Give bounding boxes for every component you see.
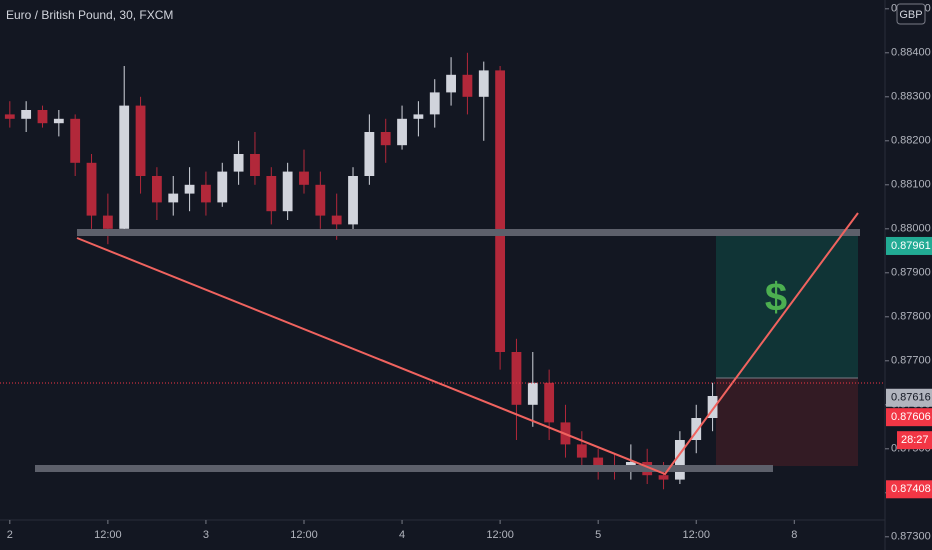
price-badge bbox=[886, 236, 932, 255]
price-label: 0.87616 bbox=[891, 392, 931, 404]
x-tick-label: 5 bbox=[595, 529, 601, 541]
candle-body bbox=[674, 440, 685, 480]
candle-body bbox=[233, 154, 244, 172]
candle-body bbox=[593, 457, 604, 467]
candle-body bbox=[4, 114, 15, 119]
countdown-badge bbox=[897, 431, 932, 450]
y-tick-label: 0.88000 bbox=[891, 223, 931, 235]
drawings bbox=[35, 212, 860, 476]
y-tick-label: 0.88200 bbox=[891, 135, 931, 147]
chart-title: Euro / British Pound, 30, FXCM bbox=[6, 8, 173, 22]
y-tick-label: 0.87300 bbox=[891, 531, 931, 543]
support-zone bbox=[35, 465, 773, 472]
candle-body bbox=[282, 171, 293, 212]
x-tick-label: 12:00 bbox=[486, 529, 514, 541]
position-tool bbox=[716, 234, 858, 466]
candle-body bbox=[527, 382, 538, 405]
candle-body bbox=[348, 176, 358, 225]
candle-body bbox=[53, 118, 64, 124]
candle-body bbox=[364, 132, 375, 176]
candle-body bbox=[576, 444, 587, 458]
x-tick-label: 2 bbox=[7, 529, 13, 541]
y-tick-label: 0.87700 bbox=[891, 355, 931, 367]
candle-body bbox=[168, 193, 179, 203]
candle-body bbox=[511, 352, 522, 405]
price-label: 0.87408 bbox=[891, 483, 931, 495]
y-tick-label: 0.88400 bbox=[891, 47, 931, 59]
candle-body bbox=[707, 396, 718, 418]
x-tick-label: 4 bbox=[399, 529, 405, 541]
candle-body bbox=[658, 475, 669, 480]
price-badge bbox=[886, 480, 932, 499]
candles bbox=[4, 52, 718, 490]
x-tick-label: 12:00 bbox=[682, 529, 710, 541]
x-tick-label: 8 bbox=[791, 529, 797, 541]
candle-body bbox=[86, 162, 97, 216]
x-tick-label: 12:00 bbox=[94, 529, 122, 541]
candle-body bbox=[70, 118, 81, 163]
candle-body bbox=[315, 184, 326, 216]
currency-badge bbox=[896, 3, 926, 25]
candle-body bbox=[478, 70, 489, 97]
candle-body bbox=[446, 74, 456, 93]
candle-body bbox=[495, 70, 506, 353]
price-label: 0.87961 bbox=[891, 240, 931, 252]
candle-body bbox=[429, 92, 440, 115]
x-tick-label: 3 bbox=[203, 529, 209, 541]
x-tick-label: 12:00 bbox=[290, 529, 318, 541]
candle-body bbox=[380, 132, 391, 146]
price-badge bbox=[886, 408, 932, 427]
candle-body bbox=[119, 105, 130, 229]
y-tick-label: 0.88100 bbox=[891, 179, 931, 191]
candle-body bbox=[462, 74, 473, 97]
candle-body bbox=[184, 184, 195, 194]
countdown: 28:27 bbox=[901, 434, 929, 446]
candle-body bbox=[413, 114, 424, 119]
candle-body bbox=[544, 382, 555, 423]
candle-body bbox=[37, 110, 48, 124]
resistance-zone bbox=[77, 229, 860, 236]
candle-body bbox=[135, 105, 146, 176]
candle-body bbox=[201, 184, 211, 203]
candle-body bbox=[151, 176, 162, 203]
candle-body bbox=[397, 118, 407, 146]
price-label: 0.87606 bbox=[891, 411, 931, 423]
candle-body bbox=[250, 154, 260, 176]
price-badge bbox=[886, 388, 932, 407]
candle-body bbox=[266, 176, 277, 212]
candle-body bbox=[299, 171, 309, 185]
candle-body bbox=[217, 171, 228, 203]
profit-zone bbox=[716, 234, 858, 378]
target-symbol: $ bbox=[765, 276, 787, 320]
candle-body bbox=[691, 418, 702, 440]
candle-body bbox=[331, 215, 342, 225]
loss-zone bbox=[716, 378, 858, 466]
candle-body bbox=[21, 110, 32, 119]
candle-body bbox=[102, 215, 113, 229]
trend-line bbox=[76, 212, 859, 476]
currency-label: GBP bbox=[899, 9, 922, 21]
y-tick-label: 0.87800 bbox=[891, 311, 931, 323]
y-tick-label: 0.87900 bbox=[891, 267, 931, 279]
y-tick-label: 0.88300 bbox=[891, 91, 931, 103]
